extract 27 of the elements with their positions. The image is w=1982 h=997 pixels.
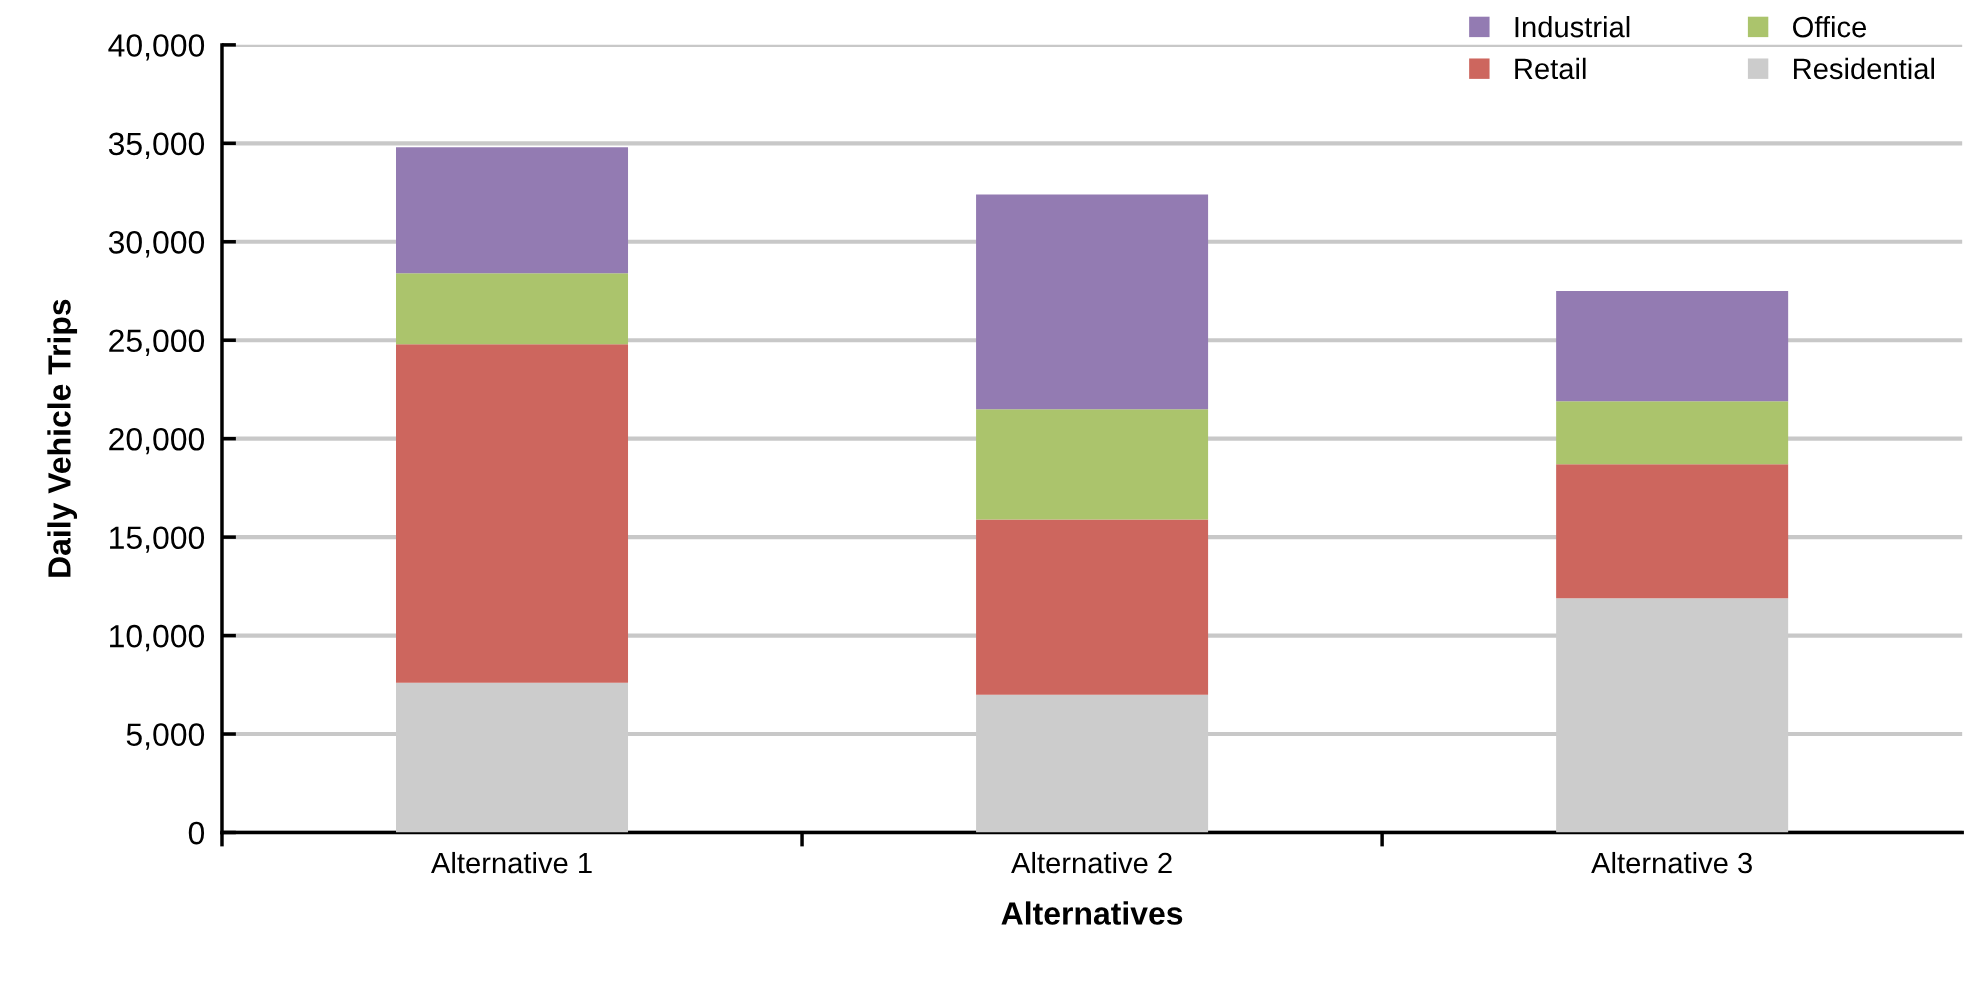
legend-label: Residential	[1794, 57, 1934, 80]
x-tick-label: Alternative 3	[1591, 851, 1752, 874]
y-tick-label: 20,000	[109, 427, 205, 455]
x-tick-label: Alternative 2	[1011, 851, 1172, 874]
y-tick-label: 35,000	[108, 132, 205, 159]
bar	[976, 519, 1209, 695]
y-axis-title: Daily Vehicle Trips	[47, 299, 78, 577]
y-tick-label: 10,000	[110, 624, 205, 652]
bar	[976, 409, 1209, 520]
bar	[396, 344, 629, 683]
y-tick-label: 25,000	[109, 329, 205, 356]
y-tick-label: 30,000	[108, 231, 205, 258]
bar	[1556, 401, 1789, 465]
legend-label: Industrial	[1515, 15, 1630, 38]
legend-label: Retail	[1515, 57, 1586, 80]
bar	[396, 147, 629, 274]
y-tick-label: 0	[188, 821, 205, 845]
bar	[1556, 464, 1789, 599]
x-axis-title: Alternatives	[1001, 901, 1183, 925]
bar	[1556, 291, 1789, 402]
bar	[976, 194, 1209, 410]
y-tick-label: 40,000	[108, 34, 205, 61]
y-tick-label: 15,000	[110, 526, 205, 553]
legend-label: Office	[1793, 15, 1867, 38]
bar	[396, 273, 629, 345]
y-tick-label: 5,000	[126, 723, 205, 750]
x-tick-label: Alternative 1	[431, 851, 592, 874]
